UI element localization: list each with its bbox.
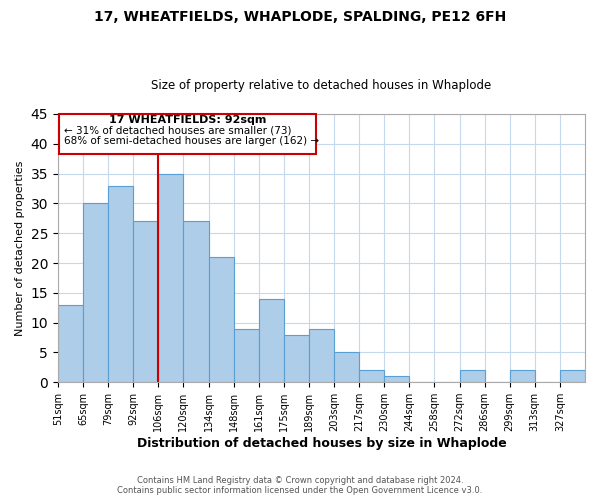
Title: Size of property relative to detached houses in Whaplode: Size of property relative to detached ho… [151,79,491,92]
Bar [284,334,309,382]
Text: 17, WHEATFIELDS, WHAPLODE, SPALDING, PE12 6FH: 17, WHEATFIELDS, WHAPLODE, SPALDING, PE1… [94,10,506,24]
Bar [158,174,184,382]
Bar [259,299,284,382]
X-axis label: Distribution of detached houses by size in Whaplode: Distribution of detached houses by size … [137,437,506,450]
Bar [233,328,259,382]
Bar [133,222,158,382]
Bar [83,204,108,382]
Bar [209,257,233,382]
Bar [359,370,384,382]
Text: 68% of semi-detached houses are larger (162) →: 68% of semi-detached houses are larger (… [64,136,319,146]
Y-axis label: Number of detached properties: Number of detached properties [15,160,25,336]
Bar [108,186,133,382]
Bar [184,222,209,382]
Bar [384,376,409,382]
FancyBboxPatch shape [59,114,316,154]
Bar [460,370,485,382]
Bar [334,352,359,382]
Bar [560,370,585,382]
Bar [510,370,535,382]
Text: Contains HM Land Registry data © Crown copyright and database right 2024.
Contai: Contains HM Land Registry data © Crown c… [118,476,482,495]
Text: 17 WHEATFIELDS: 92sqm: 17 WHEATFIELDS: 92sqm [109,115,266,125]
Text: ← 31% of detached houses are smaller (73): ← 31% of detached houses are smaller (73… [64,125,292,135]
Bar [58,304,83,382]
Bar [309,328,334,382]
